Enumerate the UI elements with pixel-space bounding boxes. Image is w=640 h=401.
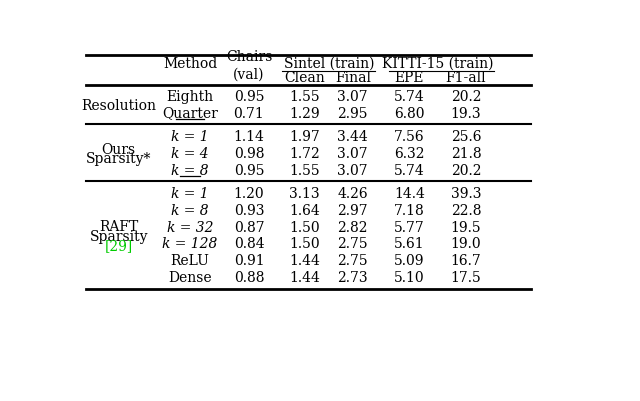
Text: 5.09: 5.09 xyxy=(394,254,424,268)
Text: 14.4: 14.4 xyxy=(394,186,425,200)
Text: 3.44: 3.44 xyxy=(337,130,368,144)
Text: Method: Method xyxy=(163,57,217,71)
Text: 2.73: 2.73 xyxy=(337,271,368,286)
Text: 1.50: 1.50 xyxy=(289,237,320,251)
Text: 1.55: 1.55 xyxy=(289,164,320,178)
Text: 17.5: 17.5 xyxy=(451,271,481,286)
Text: 1.97: 1.97 xyxy=(289,130,320,144)
Text: Ours: Ours xyxy=(102,143,136,156)
Text: 7.18: 7.18 xyxy=(394,204,425,218)
Text: 39.3: 39.3 xyxy=(451,186,481,200)
Text: 0.95: 0.95 xyxy=(234,90,264,103)
Text: 1.29: 1.29 xyxy=(289,107,320,121)
Text: 25.6: 25.6 xyxy=(451,130,481,144)
Text: 16.7: 16.7 xyxy=(451,254,481,268)
Text: 0.98: 0.98 xyxy=(234,147,264,161)
Text: Chairs
(val): Chairs (val) xyxy=(226,50,272,81)
Text: 1.72: 1.72 xyxy=(289,147,320,161)
Text: 0.93: 0.93 xyxy=(234,204,264,218)
Text: 2.95: 2.95 xyxy=(337,107,368,121)
Text: 1.64: 1.64 xyxy=(289,204,320,218)
Text: Quarter: Quarter xyxy=(162,107,218,121)
Text: k = 8: k = 8 xyxy=(172,164,209,178)
Text: Final: Final xyxy=(335,71,371,85)
Text: 2.75: 2.75 xyxy=(337,254,368,268)
Text: 1.55: 1.55 xyxy=(289,90,320,103)
Text: 19.3: 19.3 xyxy=(451,107,481,121)
Text: k = 1: k = 1 xyxy=(172,186,209,200)
Text: 1.20: 1.20 xyxy=(234,186,264,200)
Text: Sintel (train): Sintel (train) xyxy=(284,57,374,71)
Text: 19.0: 19.0 xyxy=(451,237,481,251)
Text: F1-all: F1-all xyxy=(445,71,486,85)
Text: 19.5: 19.5 xyxy=(451,221,481,235)
Text: Sparsity*: Sparsity* xyxy=(86,152,152,166)
Text: Clean: Clean xyxy=(284,71,325,85)
Text: 0.84: 0.84 xyxy=(234,237,264,251)
Text: 3.07: 3.07 xyxy=(337,147,368,161)
Text: ReLU: ReLU xyxy=(171,254,209,268)
Text: k = 32: k = 32 xyxy=(167,221,213,235)
Text: [29]: [29] xyxy=(104,239,133,253)
Text: 0.71: 0.71 xyxy=(234,107,264,121)
Text: 7.56: 7.56 xyxy=(394,130,425,144)
Text: 3.07: 3.07 xyxy=(337,164,368,178)
Text: 21.8: 21.8 xyxy=(451,147,481,161)
Text: 1.44: 1.44 xyxy=(289,271,320,286)
Text: 2.97: 2.97 xyxy=(337,204,368,218)
Text: RAFT: RAFT xyxy=(99,220,138,234)
Text: 0.91: 0.91 xyxy=(234,254,264,268)
Text: 5.61: 5.61 xyxy=(394,237,425,251)
Text: k = 4: k = 4 xyxy=(172,147,209,161)
Text: 6.32: 6.32 xyxy=(394,147,424,161)
Text: k = 1: k = 1 xyxy=(172,130,209,144)
Text: 5.77: 5.77 xyxy=(394,221,425,235)
Text: 0.88: 0.88 xyxy=(234,271,264,286)
Text: 2.75: 2.75 xyxy=(337,237,368,251)
Text: 20.2: 20.2 xyxy=(451,164,481,178)
Text: 20.2: 20.2 xyxy=(451,90,481,103)
Text: EPE: EPE xyxy=(395,71,424,85)
Text: 5.10: 5.10 xyxy=(394,271,425,286)
Text: Dense: Dense xyxy=(168,271,212,286)
Text: 4.26: 4.26 xyxy=(337,186,368,200)
Text: 22.8: 22.8 xyxy=(451,204,481,218)
Text: 3.07: 3.07 xyxy=(337,90,368,103)
Text: 0.95: 0.95 xyxy=(234,164,264,178)
Text: 1.50: 1.50 xyxy=(289,221,320,235)
Text: k = 8: k = 8 xyxy=(172,204,209,218)
Text: Resolution: Resolution xyxy=(81,99,156,113)
Text: 5.74: 5.74 xyxy=(394,90,425,103)
Text: 1.14: 1.14 xyxy=(234,130,264,144)
Text: k = 128: k = 128 xyxy=(163,237,218,251)
Text: 6.80: 6.80 xyxy=(394,107,424,121)
Text: 5.74: 5.74 xyxy=(394,164,425,178)
Text: Eighth: Eighth xyxy=(166,90,214,103)
Text: Sparsity: Sparsity xyxy=(90,230,148,244)
Text: 3.13: 3.13 xyxy=(289,186,320,200)
Text: 2.82: 2.82 xyxy=(337,221,368,235)
Text: 1.44: 1.44 xyxy=(289,254,320,268)
Text: KITTI-15 (train): KITTI-15 (train) xyxy=(382,57,493,71)
Text: 0.87: 0.87 xyxy=(234,221,264,235)
